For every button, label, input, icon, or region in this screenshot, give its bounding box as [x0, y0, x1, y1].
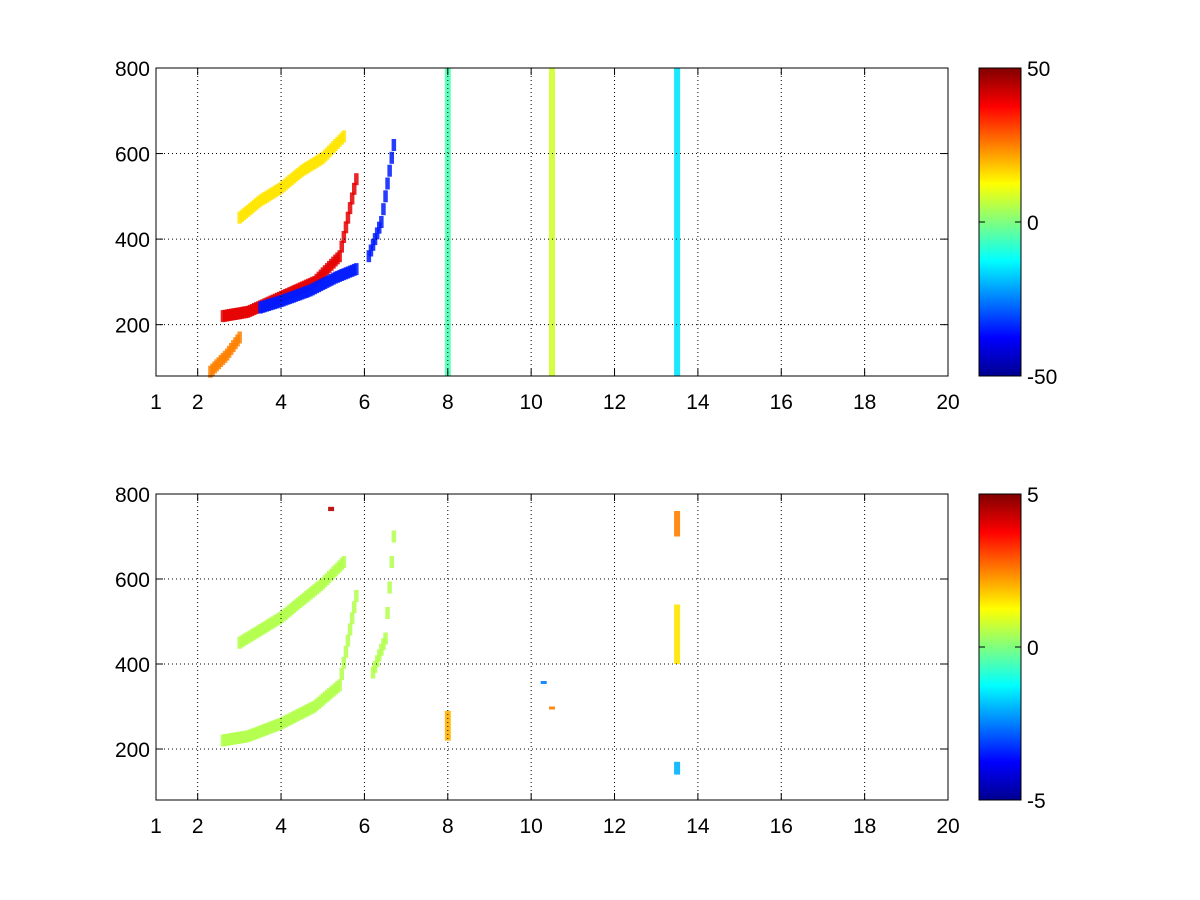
feature-mark-9: [549, 706, 555, 710]
feature-cell-2: [341, 130, 347, 143]
feature-cell-0: [354, 173, 359, 186]
feature-cell-0: [343, 221, 349, 234]
x-tick-label: 4: [275, 391, 287, 414]
feature-cell-4: [379, 216, 384, 228]
feature-mark-6: [549, 68, 555, 376]
x-tick-label: 14: [686, 391, 710, 414]
feature-cell-4: [391, 139, 397, 151]
feature-cell-2: [391, 530, 397, 543]
x-tick-label: 20: [936, 815, 959, 838]
colorbar-tick-label: -5: [1027, 790, 1046, 813]
y-tick-label: 800: [115, 58, 150, 81]
x-tick-label: 1: [150, 815, 162, 838]
feature-mark-6: [444, 710, 451, 741]
y-tick-label: 800: [115, 484, 150, 507]
x-tick-label: 8: [442, 391, 454, 414]
x-tick-label: 18: [853, 391, 876, 414]
colorbar: [978, 493, 1022, 801]
feature-mark-8: [540, 681, 547, 684]
x-tick-label: 16: [770, 391, 793, 414]
feature-cell-0: [345, 634, 351, 647]
grid-lines: [156, 494, 948, 800]
x-tick-label: 12: [603, 391, 626, 414]
feature-cell-0: [339, 240, 344, 253]
feature-cell-0: [341, 656, 347, 669]
x-tick-label: 6: [359, 815, 371, 838]
feature-cell-2: [389, 556, 394, 568]
feature-cell-1: [341, 556, 347, 568]
colorbar-tick-label: 50: [1027, 58, 1050, 81]
x-tick-label: 6: [359, 391, 371, 414]
y-tick-label: 200: [115, 315, 150, 338]
colorbar-tick-label: 0: [1027, 637, 1039, 660]
x-tick-label: 14: [686, 815, 710, 838]
feature-cell-0: [347, 202, 353, 215]
feature-cell-3: [237, 331, 242, 344]
feature-mark-4: [674, 604, 681, 664]
feature-cell-0: [349, 192, 355, 205]
colorbar: [978, 67, 1022, 377]
x-tick-label: 2: [192, 815, 204, 838]
feature-cell-4: [387, 164, 392, 177]
feature-cell-0: [352, 182, 357, 195]
feature-mark-5: [444, 68, 451, 376]
grid-lines: [156, 68, 948, 376]
feature-cell-0: [337, 250, 342, 263]
x-tick-label: 20: [936, 391, 959, 414]
plot-frame: [155, 493, 949, 801]
x-tick-label: 2: [192, 391, 204, 414]
feature-cell-4: [381, 203, 386, 216]
feature-cell-4: [389, 151, 394, 164]
x-tick-label: 1: [150, 391, 162, 414]
feature-cell-0: [343, 645, 349, 658]
y-tick-label: 400: [115, 229, 150, 252]
plot-frame: [155, 67, 949, 377]
x-tick-label: 4: [275, 815, 287, 838]
feature-mark-7: [328, 506, 335, 512]
heatmap-features: [208, 68, 681, 378]
heatmap-features: [220, 506, 681, 775]
feature-cell-0: [349, 612, 355, 625]
feature-cell-0: [337, 679, 342, 692]
feature-cell-1: [354, 263, 359, 276]
feature-cell-0: [354, 590, 359, 602]
feature-cell-0: [347, 623, 353, 636]
feature-mark-5: [674, 761, 681, 775]
feature-cell-2: [387, 581, 392, 594]
feature-cell-0: [352, 601, 357, 614]
feature-cell-2: [383, 632, 388, 645]
feature-cell-4: [383, 190, 388, 203]
x-tick-label: 18: [853, 815, 876, 838]
x-tick-label: 8: [442, 815, 454, 838]
x-tick-label: 16: [770, 815, 793, 838]
colorbar-tick-label: 5: [1027, 484, 1039, 507]
feature-cell-0: [339, 668, 344, 681]
x-tick-label: 10: [519, 391, 542, 414]
feature-cell-4: [385, 177, 390, 190]
y-tick-label: 200: [115, 739, 150, 762]
colorbar-tick-label: -50: [1027, 366, 1057, 389]
feature-mark-7: [674, 68, 681, 376]
feature-cell-2: [385, 607, 390, 619]
y-tick-label: 600: [115, 569, 150, 592]
colorbar-tick-label: 0: [1027, 212, 1039, 235]
feature-cell-0: [341, 231, 347, 243]
feature-cell-0: [345, 211, 351, 224]
x-tick-label: 10: [519, 815, 542, 838]
y-tick-label: 600: [115, 144, 150, 167]
x-tick-label: 12: [603, 815, 626, 838]
feature-mark-3: [674, 511, 681, 537]
y-tick-label: 400: [115, 654, 150, 677]
